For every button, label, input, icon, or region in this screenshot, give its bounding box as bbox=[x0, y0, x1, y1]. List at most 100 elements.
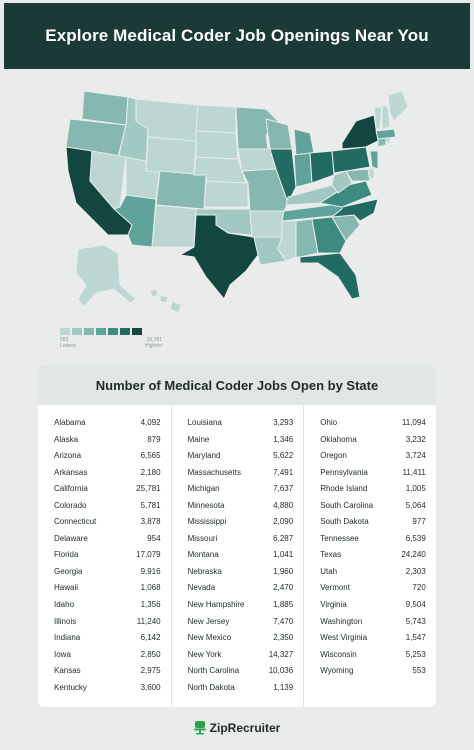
state-name: Connecticut bbox=[54, 517, 97, 527]
state-name: Montana bbox=[187, 550, 219, 560]
table-row: Maryland 5,622 bbox=[188, 448, 294, 465]
state-name: Nevada bbox=[187, 583, 216, 593]
table-row: Louisiana 3,293 bbox=[188, 415, 294, 432]
table-row: Texas 24,240 bbox=[320, 547, 426, 564]
job-count: 1,005 bbox=[405, 484, 426, 494]
state-georgia bbox=[311, 216, 347, 254]
state-name: Arkansas bbox=[54, 467, 88, 477]
legend-swatches bbox=[60, 328, 162, 335]
job-count: 6,287 bbox=[273, 533, 294, 543]
brand-name: ZipRecruiter bbox=[209, 721, 281, 735]
state-colorado bbox=[155, 170, 207, 210]
table-row: Missouri 6,287 bbox=[188, 531, 294, 548]
job-count: 2,470 bbox=[273, 583, 294, 593]
state-name: South Dakota bbox=[320, 517, 369, 527]
job-count: 1,885 bbox=[273, 600, 294, 610]
state-iowa bbox=[237, 148, 277, 172]
state-kansas bbox=[203, 180, 249, 208]
table-row: Arizona 6,565 bbox=[54, 448, 161, 465]
job-count: 5,253 bbox=[405, 649, 426, 659]
job-count: 9,504 bbox=[405, 600, 426, 610]
header-banner: Explore Medical Coder Job Openings Near … bbox=[4, 3, 470, 69]
state-name: North Dakota bbox=[187, 682, 235, 692]
table-row: Oregon 3,724 bbox=[320, 448, 426, 465]
job-count: 1,068 bbox=[140, 583, 161, 593]
job-count: 553 bbox=[412, 666, 426, 676]
table-columns: Alabama 4,092 Alaska 879 Arizona 6,565 Arkansa… bbox=[38, 405, 436, 707]
table-row: Tennessee 6,539 bbox=[320, 531, 426, 548]
state-maryland bbox=[345, 168, 371, 182]
job-count: 6,539 bbox=[405, 533, 426, 543]
table-row: South Carolina 5,064 bbox=[320, 498, 426, 515]
state-maine bbox=[387, 90, 409, 122]
table-row: Wyoming 553 bbox=[320, 663, 426, 680]
job-count: 7,637 bbox=[273, 484, 294, 494]
job-count: 24,240 bbox=[401, 550, 426, 560]
state-name: Massachusetts bbox=[187, 467, 241, 477]
state-new-mexico bbox=[151, 204, 197, 248]
job-count: 954 bbox=[147, 533, 161, 543]
legend-low: 553 Lowest bbox=[60, 337, 76, 349]
job-count: 1,960 bbox=[273, 566, 294, 576]
state-illinois bbox=[269, 148, 297, 205]
table-row: Kentucky 3,600 bbox=[54, 680, 161, 697]
job-count: 6,142 bbox=[140, 633, 161, 643]
table-row: Hawaii 1,068 bbox=[54, 580, 161, 597]
table-row: California 25,781 bbox=[54, 481, 161, 498]
state-name: Maryland bbox=[187, 451, 221, 461]
state-name: Kentucky bbox=[54, 682, 87, 692]
legend-swatch bbox=[72, 328, 82, 335]
job-count: 9,916 bbox=[140, 566, 161, 576]
state-name: South Carolina bbox=[320, 500, 374, 510]
table-row: Rhode Island 1,005 bbox=[320, 481, 426, 498]
legend-high-label: Highest bbox=[145, 343, 162, 349]
state-name: California bbox=[54, 484, 88, 494]
state-texas bbox=[178, 214, 259, 300]
state-name: Colorado bbox=[54, 500, 87, 510]
job-count: 4,092 bbox=[140, 418, 161, 427]
state-name: Ohio bbox=[320, 418, 338, 427]
job-count: 977 bbox=[412, 517, 426, 527]
state-wisconsin bbox=[265, 118, 293, 150]
job-count: 1,041 bbox=[273, 550, 294, 560]
table-row: New Jersey 7,470 bbox=[188, 614, 294, 631]
state-name: Iowa bbox=[54, 649, 71, 659]
job-count: 1,547 bbox=[405, 633, 426, 643]
state-name: Vermont bbox=[320, 583, 350, 593]
job-count: 7,491 bbox=[273, 467, 294, 477]
state-alaska bbox=[75, 244, 137, 308]
state-name: Pennsylvania bbox=[320, 467, 368, 477]
table-row: Montana 1,041 bbox=[188, 547, 294, 564]
job-count: 3,600 bbox=[140, 682, 161, 692]
state-name: Arizona bbox=[54, 451, 82, 461]
job-count: 11,240 bbox=[136, 616, 161, 626]
job-count: 5,781 bbox=[140, 500, 161, 510]
table-column: Louisiana 3,293 Maine 1,346 Maryland 5,622 Mas… bbox=[170, 405, 304, 707]
legend-swatch bbox=[132, 328, 142, 335]
table-row: Utah 2,303 bbox=[320, 564, 426, 581]
job-count: 6,565 bbox=[140, 451, 161, 461]
job-count: 11,094 bbox=[401, 418, 426, 427]
state-name: Michigan bbox=[187, 484, 220, 494]
job-count: 4,880 bbox=[273, 500, 294, 510]
state-north-dakota bbox=[195, 104, 237, 134]
state-new-jersey bbox=[369, 150, 379, 170]
state-name: Missouri bbox=[187, 533, 218, 543]
table-row: Connecticut 3,878 bbox=[54, 514, 161, 531]
state-name: Oregon bbox=[320, 451, 347, 461]
job-count: 2,350 bbox=[273, 633, 294, 643]
table-row: Oklahoma 3,232 bbox=[320, 432, 426, 449]
table-row: Florida 17,079 bbox=[54, 547, 161, 564]
table-row: North Carolina 10,036 bbox=[188, 663, 294, 680]
table-row: Wisconsin 5,253 bbox=[320, 647, 426, 664]
legend-swatch bbox=[60, 328, 70, 335]
state-name: New Mexico bbox=[187, 633, 232, 643]
job-count: 3,724 bbox=[405, 451, 426, 461]
state-name: Minnesota bbox=[187, 500, 225, 510]
us-choropleth-map bbox=[65, 90, 409, 314]
state-delaware bbox=[367, 168, 375, 180]
table-row: Nevada 2,470 bbox=[188, 580, 294, 597]
state-name: Delaware bbox=[54, 533, 88, 543]
map-legend: 553 Lowest 25,781 Highest bbox=[60, 328, 162, 349]
table-row: Pennsylvania 11,411 bbox=[320, 465, 426, 482]
